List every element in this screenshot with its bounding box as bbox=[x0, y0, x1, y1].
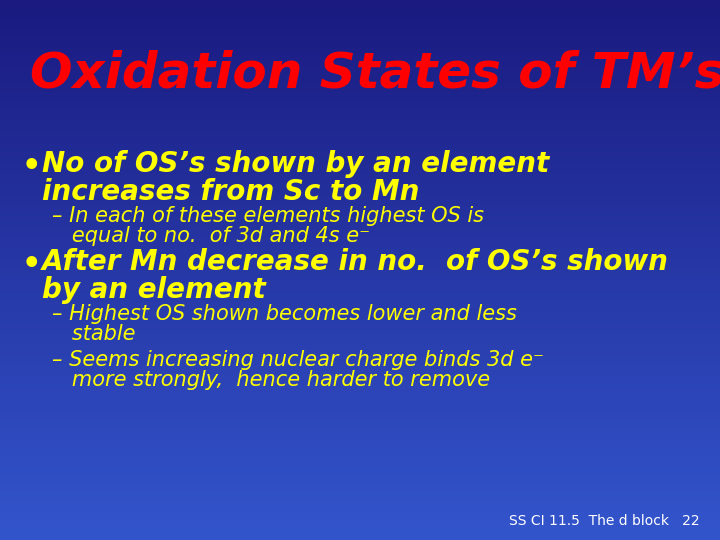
Text: more strongly,  hence harder to remove: more strongly, hence harder to remove bbox=[52, 370, 490, 390]
Text: equal to no.  of 3d and 4s e⁻: equal to no. of 3d and 4s e⁻ bbox=[52, 226, 370, 246]
Text: – In each of these elements highest OS is: – In each of these elements highest OS i… bbox=[52, 206, 484, 226]
Text: stable: stable bbox=[52, 324, 135, 344]
Text: SS CI 11.5  The d block   22: SS CI 11.5 The d block 22 bbox=[509, 514, 700, 528]
Text: – Highest OS shown becomes lower and less: – Highest OS shown becomes lower and les… bbox=[52, 304, 517, 324]
Text: No of OS’s shown by an element: No of OS’s shown by an element bbox=[42, 150, 549, 178]
Text: increases from Sc to Mn: increases from Sc to Mn bbox=[42, 178, 419, 206]
Text: •: • bbox=[22, 250, 42, 279]
Text: After Mn decrease in no.  of OS’s shown: After Mn decrease in no. of OS’s shown bbox=[42, 248, 669, 276]
Text: by an element: by an element bbox=[42, 276, 266, 304]
Text: – Seems increasing nuclear charge binds 3d e⁻: – Seems increasing nuclear charge binds … bbox=[52, 350, 544, 370]
Text: Oxidation States of TM’s: Oxidation States of TM’s bbox=[30, 50, 720, 98]
Text: •: • bbox=[22, 152, 42, 181]
